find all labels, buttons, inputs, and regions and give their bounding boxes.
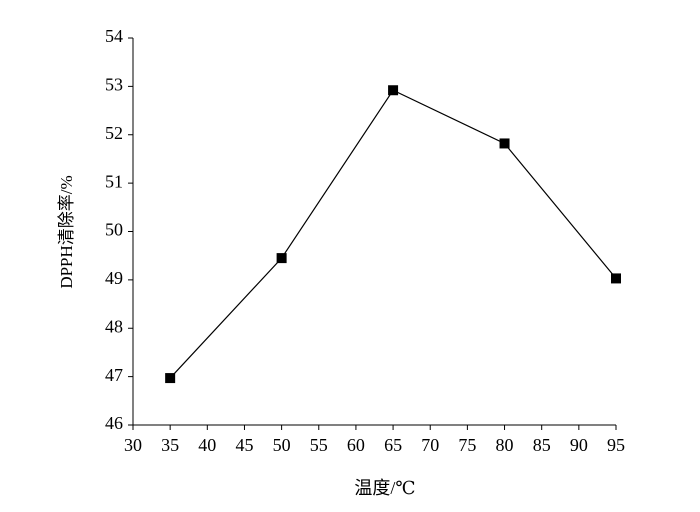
y-tick-label: 47 — [105, 365, 123, 385]
y-axis-label: DPPH清除率/% — [57, 175, 76, 288]
x-tick-label: 60 — [347, 435, 365, 455]
x-tick-label: 35 — [161, 435, 179, 455]
x-tick-label: 55 — [310, 435, 328, 455]
marker — [165, 373, 176, 384]
marker — [276, 253, 287, 264]
y-tick-label: 54 — [105, 26, 123, 46]
y-tick-label: 52 — [105, 123, 123, 143]
x-tick-label: 65 — [384, 435, 402, 455]
x-tick-label: 40 — [198, 435, 216, 455]
y-tick-label: 49 — [105, 268, 123, 288]
y-tick-label: 48 — [105, 316, 123, 336]
data-line — [169, 89, 617, 379]
x-tick-label: 30 — [124, 435, 142, 455]
x-tick-label: 80 — [496, 435, 514, 455]
marker — [611, 273, 621, 284]
x-tick-label: 90 — [570, 435, 588, 455]
x-tick-label: 50 — [273, 435, 291, 455]
y-tick-label: 51 — [105, 171, 123, 191]
x-axis-label: 温度/℃ — [354, 478, 415, 498]
y-tick-label: 53 — [105, 75, 123, 95]
x-tick-label: 85 — [533, 435, 551, 455]
y-tick-label: 50 — [105, 220, 123, 240]
x-tick-label: 75 — [458, 435, 476, 455]
marker — [388, 85, 399, 96]
x-tick-label: 45 — [235, 435, 253, 455]
x-tick-label: 95 — [607, 435, 625, 455]
x-tick-label: 70 — [421, 435, 439, 455]
y-tick-label: 46 — [105, 413, 123, 433]
marker — [499, 138, 510, 149]
